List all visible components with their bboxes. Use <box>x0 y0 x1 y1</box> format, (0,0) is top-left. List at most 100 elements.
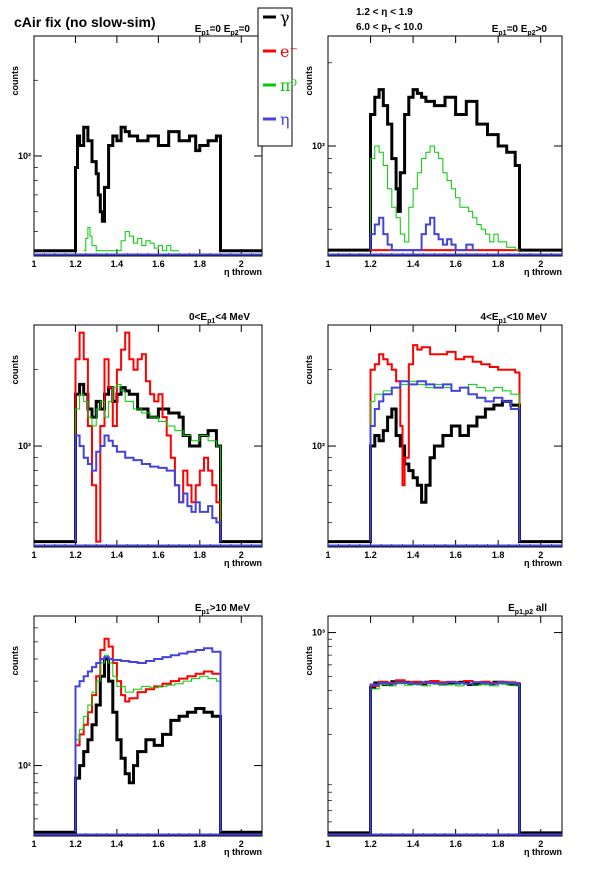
y-ticks: 10² <box>312 62 562 230</box>
x-tick-label: 2 <box>239 839 244 849</box>
pt-range-label: 6.0 < pT < 10.0 <box>356 22 423 35</box>
series-line-π⁰ <box>83 226 180 252</box>
eta-range-label: 1.2 < η < 1.9 <box>356 7 413 18</box>
x-tick-label: 2 <box>239 550 244 560</box>
x-axis-label: η thrown <box>224 847 262 857</box>
series-line-η <box>369 681 521 833</box>
x-axis-label: η thrown <box>224 558 262 568</box>
plot-frame <box>33 324 263 548</box>
series-line-π⁰ <box>75 654 221 833</box>
panel-title: 0<Ep1<4 MeV <box>189 312 250 325</box>
y-axis-label: counts <box>10 355 20 385</box>
series-line-η <box>369 380 521 542</box>
series-line-e⁻ <box>74 331 222 543</box>
series-line-η <box>74 434 222 542</box>
series-line-π⁰ <box>75 383 221 542</box>
x-tick-label: 1.6 <box>152 839 165 849</box>
panel-title: Ep1>10 MeV <box>195 603 250 616</box>
panel-5: Ep1>10 MeV 1 1.2 1.4 1.6 1.8 2 10² η thrown count… <box>10 603 263 857</box>
plot-frame <box>33 35 263 257</box>
panel-title: Ep1=0 Ep2>0 <box>492 24 548 37</box>
x-tick-label: 1.2 <box>69 839 82 849</box>
y-tick-label: 10² <box>312 141 325 151</box>
legend-box <box>257 7 293 147</box>
x-tick-label: 1.6 <box>152 550 165 560</box>
series-line-η <box>74 647 222 833</box>
plot-frame <box>327 35 563 257</box>
plot-frame <box>327 615 563 837</box>
x-axis-label: η thrown <box>524 847 562 857</box>
series-line-e⁻ <box>369 344 521 542</box>
series-group <box>34 331 262 547</box>
x-tick-label: 1.2 <box>364 839 377 849</box>
y-tick-label: 10² <box>312 441 325 451</box>
legend-label: π⁰ <box>280 76 297 95</box>
x-tick-label: 2 <box>538 259 543 269</box>
panel-title: Ep1,p2 all <box>508 603 547 616</box>
y-tick-label: 10³ <box>312 628 325 638</box>
x-axis-label: η thrown <box>524 558 562 568</box>
panel-3: 0<Ep1<4 MeV 1 1.2 1.4 1.6 1.8 2 10² η thrown coun… <box>10 312 263 568</box>
x-tick-label: 1.4 <box>111 550 124 560</box>
x-tick-label: 1 <box>325 259 330 269</box>
series-line-e⁻ <box>74 637 222 833</box>
legend: γ e⁻ π⁰ η <box>257 7 298 147</box>
panel-1: Ep1=0 Ep2=0 1 1.2 1.4 1.6 1.8 2 10² η thrown coun… <box>10 24 263 277</box>
x-tick-label: 1.8 <box>492 550 505 560</box>
x-tick-label: 1 <box>31 259 36 269</box>
series-group <box>328 679 562 836</box>
x-tick-label: 1.8 <box>492 839 505 849</box>
x-tick-label: 2 <box>538 839 543 849</box>
x-tick-label: 1.2 <box>364 550 377 560</box>
x-tick-label: 1 <box>325 839 330 849</box>
x-tick-label: 1.4 <box>111 839 124 849</box>
x-tick-label: 1.2 <box>364 259 377 269</box>
x-tick-label: 1.6 <box>449 259 462 269</box>
y-ticks: 10³ <box>312 628 562 823</box>
x-tick-label: 1.4 <box>111 259 124 269</box>
x-tick-label: 2 <box>239 259 244 269</box>
series-line-γ <box>328 399 562 544</box>
x-tick-label: 1.8 <box>194 550 207 560</box>
y-axis-label: counts <box>10 646 20 676</box>
y-tick-label: 10² <box>18 151 31 161</box>
series-line-γ <box>34 125 262 253</box>
x-tick-label: 1.4 <box>407 550 420 560</box>
series-line-η <box>369 216 477 252</box>
series-line-γ <box>34 657 262 834</box>
plot-frame <box>33 615 263 837</box>
y-axis-label: counts <box>304 355 314 385</box>
series-group <box>34 125 262 256</box>
y-axis-label: counts <box>304 66 314 96</box>
legend-label: e⁻ <box>280 42 298 61</box>
x-tick-label: 1.8 <box>194 839 207 849</box>
x-tick-label: 1.2 <box>69 259 82 269</box>
legend-label: η <box>280 110 290 129</box>
y-ticks: 10² <box>312 369 562 523</box>
y-ticks: 10² <box>18 369 262 523</box>
x-tick-label: 1.6 <box>152 259 165 269</box>
series-line-π⁰ <box>370 145 520 251</box>
y-ticks: 10² <box>18 627 262 820</box>
series-group <box>34 637 262 836</box>
panel-2: Ep1=0 Ep2>0 1 1.2 1.4 1.6 1.8 2 10² η thrown coun… <box>304 24 563 277</box>
page-title: cAir fix (no slow-sim) <box>14 14 156 30</box>
x-tick-label: 1.8 <box>492 259 505 269</box>
panel-6: Ep1,p2 all 1 1.2 1.4 1.6 1.8 2 10³ η thrown count… <box>304 603 563 857</box>
panel-title: 4<Ep1<10 MeV <box>480 312 547 325</box>
plot-grid: Ep1=0 Ep2=0 1 1.2 1.4 1.6 1.8 2 10² η thrown coun… <box>10 24 563 857</box>
legend-label: γ <box>280 8 290 27</box>
series-group <box>328 88 562 256</box>
x-tick-label: 1 <box>31 839 36 849</box>
x-tick-label: 1.4 <box>407 839 420 849</box>
y-tick-label: 10² <box>18 441 31 451</box>
x-tick-label: 1 <box>31 550 36 560</box>
x-tick-label: 1.2 <box>69 550 82 560</box>
x-axis-label: η thrown <box>524 267 562 277</box>
x-tick-label: 1 <box>325 550 330 560</box>
y-axis-label: counts <box>304 646 314 676</box>
series-group <box>328 344 562 547</box>
y-axis-label: counts <box>10 66 20 96</box>
series-line-γ <box>328 88 562 252</box>
